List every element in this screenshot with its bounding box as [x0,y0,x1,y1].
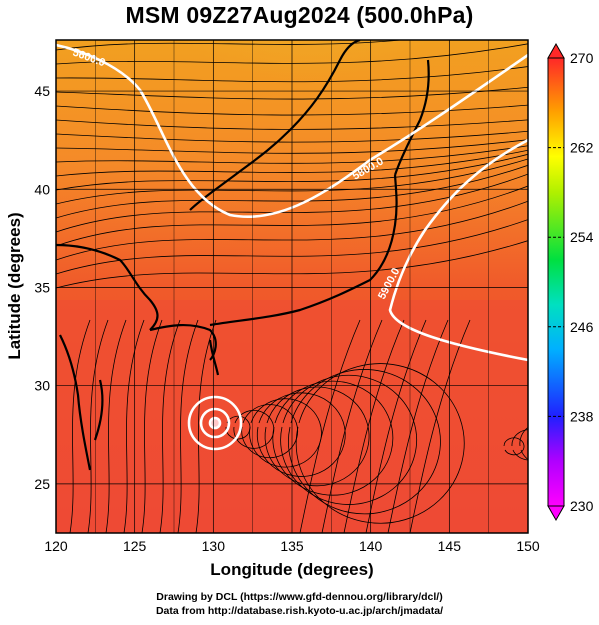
colorbar-tick-label: 262 [570,140,594,156]
streamline [177,319,199,533]
streamline [264,386,370,487]
streamline [559,380,599,492]
streamline [56,173,528,233]
x-tick-label: 120 [44,538,68,554]
streamline [511,429,528,461]
x-tick-label: 135 [280,538,304,554]
typhoon-contour-outer [187,395,243,451]
colorbar: 230 238 246 254 262 270 [547,42,594,522]
streamline [387,319,449,533]
streamline [56,86,528,100]
streamline [56,158,528,205]
contour-5800 [388,138,528,362]
y-tick-label: 30 [34,378,50,394]
colorbar-tick-label: 246 [570,319,594,335]
colorbar-tick-label: 270 [570,50,594,66]
plot-frame [55,39,529,534]
streamline [56,104,528,116]
colorbar-body [547,57,565,507]
streamline [56,66,528,83]
streamline [123,319,145,533]
x-tick-label: 150 [516,538,540,554]
streamline [299,319,361,533]
streamline [365,319,427,533]
coastlines [56,40,430,471]
x-tick-label: 130 [202,538,226,554]
colorbar-tick-label: 230 [570,498,594,514]
streamline [256,392,346,477]
streamline [159,319,181,533]
y-tick-label: 25 [34,476,50,492]
y-axis-title: Latitude (degrees) [5,212,24,359]
x-tick-label: 145 [438,538,462,554]
colorbar-bottom-arrow [547,505,565,522]
x-tick-label: 140 [359,538,383,554]
streamline [295,363,465,524]
lat-lon-grid [56,40,528,533]
streamline [87,319,109,533]
x-tick-label: 125 [123,538,147,554]
streamline [141,319,163,533]
streamline [56,153,528,191]
x-axis-title: Longitude (degrees) [210,560,373,579]
streamline [503,437,525,456]
colorbar-tick-label: 254 [570,229,594,245]
streamline [343,319,405,533]
height-contours [56,43,528,451]
colorbar-tick-label: 238 [570,408,594,424]
streamline [56,200,528,261]
colorbar-ticks: 230 238 246 254 262 270 [548,50,594,514]
credit-data: Data from http://database.rish.kyoto-u.a… [155,605,444,617]
streamline [56,139,528,154]
x-axis-ticks: 120 125 130 135 140 145 150 [44,538,540,554]
streamline [321,319,383,533]
map-title: MSM 09Z27Aug2024 (500.0hPa) [125,2,474,28]
streamline [195,319,217,533]
credits: Drawing by DCL (https://www.gfd-dennou.o… [0,590,599,618]
streamline [56,145,528,164]
y-tick-label: 40 [34,181,50,197]
y-tick-label: 35 [34,279,50,295]
streamline [56,40,406,51]
streamline [56,149,528,177]
streamline [56,185,528,247]
streamline [69,319,91,533]
streamline [272,380,394,496]
wind-streamlines [56,40,599,533]
credit-drawing: Drawing by DCL (https://www.gfd-dennou.o… [156,591,443,603]
contour-5600 [56,43,528,218]
streamline [56,119,528,130]
streamline [56,164,528,219]
y-axis-ticks: 25 30 35 40 45 [34,83,50,492]
colorbar-top-arrow [547,42,565,59]
streamline [56,240,528,289]
streamline [56,130,528,143]
streamline [105,319,127,533]
y-tick-label: 45 [34,83,50,99]
streamline [56,43,528,65]
typhoon-contour-inner [199,407,231,439]
streamline [56,219,528,275]
